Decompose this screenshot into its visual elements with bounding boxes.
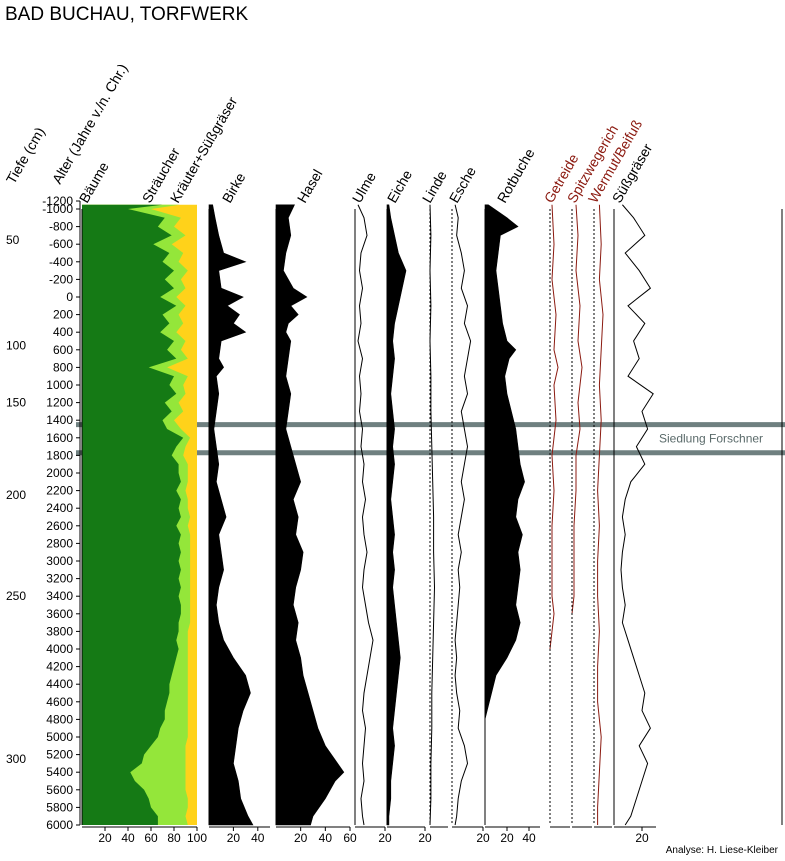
age-tick-label: 2000 [46,466,73,480]
panel-header-6: Rotbuche [494,145,538,205]
depth-axis-title: Tiefe (cm) [3,124,48,186]
age-tick-label: -1000 [42,202,73,216]
summary-header-0: Bäume [76,159,112,206]
age-tick-label: 5400 [46,765,73,779]
age-tick-label: 400 [53,325,73,339]
panel-3-tick-label: 20 [418,831,432,845]
panel-1-tick-label: 20 [294,831,308,845]
curve-3 [386,204,407,826]
age-tick-label: 1200 [46,396,73,410]
panel-header-3: Eiche [384,167,415,206]
age-tick-label: 4800 [46,712,73,726]
settlement-label-bg [656,427,782,450]
age-tick-label: 4200 [46,660,73,674]
age-tick-label: 2200 [46,484,73,498]
age-tick-label: 4600 [46,695,73,709]
curve-8 [571,204,583,614]
age-tick-label: 1800 [46,448,73,462]
age-tick-label: 4400 [46,677,73,691]
age-tick-label: 1000 [46,378,73,392]
panel-10-tick-label: 20 [635,831,649,845]
age-tick-label: -800 [49,220,73,234]
depth-tick-label: 100 [6,338,26,352]
summary-area-Bäume [82,204,184,825]
age-tick-label: 1400 [46,413,73,427]
analyst-credit: Analyse: H. Liese-Kleiber [666,845,779,856]
age-tick-label: 5800 [46,800,73,814]
age-tick-label: 5200 [46,748,73,762]
panel-1-tick-label: 60 [343,831,357,845]
panel-0-tick-label: 40 [251,831,265,845]
age-tick-label: 0 [66,290,73,304]
age-tick-label: 200 [53,308,73,322]
curve-4 [429,204,436,826]
age-axis: -1200-1000 -800 -600 -400 -200 0 200 400 600 800 1… [6,194,81,832]
panel-summary-tick-label: 20 [98,831,112,845]
age-tick-label: 1600 [46,431,73,445]
age-tick-label: -1200 [42,194,73,208]
age-tick-label: 600 [53,343,73,357]
curve-10 [620,204,654,826]
panel-summary-tick-label: 80 [167,831,181,845]
depth-tick-label: 200 [6,488,26,502]
age-tick-label: 6000 [46,818,73,832]
panel-2-tick-label: 20 [378,831,392,845]
curve-6 [484,204,525,720]
age-axis-title: Alter (Jahre v./n. Chr.) [49,61,131,187]
panel-summary-tick-label: 40 [121,831,135,845]
age-tick-label: 3800 [46,624,73,638]
curve-5 [454,204,472,826]
depth-tick-label: 300 [6,752,26,766]
age-tick-label: 4000 [46,642,73,656]
age-tick-label: 3600 [46,607,73,621]
panel-header-5: Esche [446,164,479,206]
curve-9 [597,204,604,825]
age-tick-label: 2400 [46,501,73,515]
panel-summary-tick-label: 60 [144,831,158,845]
age-tick-label: 3000 [46,554,73,568]
settlement-label: Siedlung Forschner [659,432,763,446]
age-tick-label: -400 [49,255,73,269]
panel-header-4: Linde [419,168,450,206]
panel-6-tick-label: 40 [522,831,536,845]
age-tick-label: -200 [49,272,73,286]
age-tick-label: 800 [53,360,73,374]
curve-0 [208,204,254,826]
panel-6-tick-label: 20 [500,831,514,845]
panel-header-2: Ulme [349,169,379,205]
depth-tick-label: 150 [6,396,26,410]
age-tick-label: 2600 [46,519,73,533]
panel-summary-tick-label: 100 [187,831,207,845]
curve-7 [549,204,559,650]
age-tick-label: 5000 [46,730,73,744]
age-tick-label: 3200 [46,572,73,586]
panel-header-1: Hasel [294,166,326,205]
panel-header-0: Birke [219,170,249,206]
curve-1 [275,204,345,826]
age-tick-label: 3400 [46,589,73,603]
panel-0-tick-label: 20 [227,831,241,845]
age-tick-label: -600 [49,237,73,251]
age-tick-label: 5600 [46,783,73,797]
depth-tick-label: 250 [6,589,26,603]
panel-5-tick-label: 20 [476,831,490,845]
age-tick-label: 2800 [46,536,73,550]
curve-2 [357,204,374,826]
depth-tick-label: 50 [6,233,20,247]
panel-1-tick-label: 40 [319,831,333,845]
chart-title: BAD BUCHAU, TORFWERK [5,4,248,25]
